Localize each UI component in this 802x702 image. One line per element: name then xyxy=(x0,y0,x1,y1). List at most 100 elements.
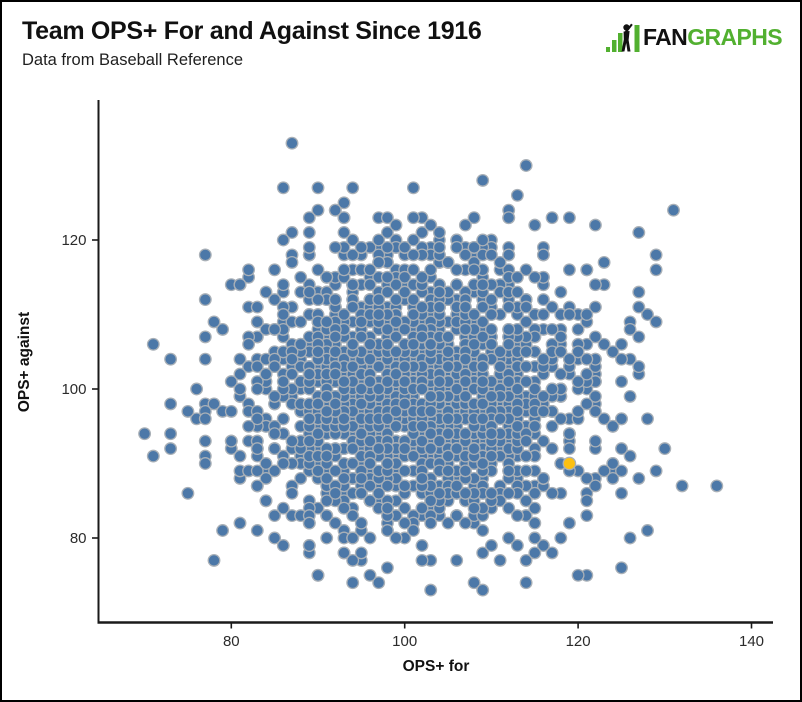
data-point xyxy=(406,293,420,307)
data-point xyxy=(164,427,178,441)
data-point xyxy=(649,263,663,277)
data-point xyxy=(502,300,516,314)
data-point xyxy=(259,471,273,485)
data-point xyxy=(363,568,377,582)
data-point xyxy=(415,471,429,485)
data-point xyxy=(242,263,256,277)
data-point xyxy=(441,464,455,478)
data-point xyxy=(562,516,576,530)
data-point xyxy=(311,345,325,359)
data-point xyxy=(519,434,533,448)
data-point xyxy=(458,375,472,389)
data-point xyxy=(302,434,316,448)
data-point xyxy=(415,300,429,314)
data-point xyxy=(484,449,498,463)
data-point xyxy=(328,486,342,500)
data-point xyxy=(337,226,351,239)
data-point xyxy=(528,501,542,515)
data-point xyxy=(649,315,663,329)
data-point xyxy=(502,375,516,389)
data-point xyxy=(389,315,403,329)
data-point xyxy=(311,203,325,217)
data-point xyxy=(372,233,386,247)
data-point xyxy=(380,337,394,351)
data-point xyxy=(311,397,325,411)
data-point xyxy=(476,278,490,292)
data-point xyxy=(554,531,568,545)
data-point xyxy=(354,397,368,411)
data-point xyxy=(198,330,212,344)
data-point xyxy=(389,419,403,433)
data-point xyxy=(346,233,360,247)
data-point xyxy=(250,442,264,456)
data-point xyxy=(536,539,550,552)
data-point xyxy=(580,397,594,411)
data-point xyxy=(597,337,611,351)
data-point xyxy=(276,233,290,247)
data-point xyxy=(597,255,611,269)
data-point xyxy=(346,457,360,470)
data-point xyxy=(181,486,195,500)
data-point xyxy=(320,494,334,508)
data-point xyxy=(510,188,524,202)
data-point xyxy=(545,211,559,225)
chart-subtitle: Data from Baseball Reference xyxy=(22,51,244,70)
data-point xyxy=(398,285,412,299)
data-point xyxy=(432,226,446,239)
data-point xyxy=(441,427,455,441)
data-point xyxy=(285,367,299,381)
data-point xyxy=(233,382,247,396)
data-point xyxy=(458,516,472,530)
data-point xyxy=(224,375,238,389)
data-point xyxy=(554,367,568,381)
data-point xyxy=(424,404,438,418)
data-point xyxy=(571,568,585,582)
data-point xyxy=(415,434,429,448)
data-point xyxy=(476,412,490,426)
data-point xyxy=(389,404,403,418)
data-point xyxy=(588,389,602,403)
data-point xyxy=(502,211,516,225)
data-point xyxy=(415,226,429,239)
data-point xyxy=(424,583,438,597)
data-point xyxy=(328,345,342,359)
data-point xyxy=(467,576,481,590)
x-tick-label: 140 xyxy=(739,633,764,650)
data-point xyxy=(259,494,273,508)
data-point xyxy=(389,278,403,292)
data-point xyxy=(302,240,316,254)
data-point xyxy=(545,300,559,314)
data-point xyxy=(363,494,377,508)
data-point xyxy=(424,516,438,530)
data-point xyxy=(320,270,334,284)
data-point xyxy=(649,464,663,478)
data-point xyxy=(398,375,412,389)
data-point xyxy=(285,136,299,150)
data-point xyxy=(380,211,394,225)
data-point xyxy=(458,389,472,403)
data-point xyxy=(476,375,490,389)
data-point xyxy=(571,375,585,389)
data-point xyxy=(415,501,429,515)
data-point xyxy=(467,240,481,254)
data-point xyxy=(276,308,290,321)
data-point xyxy=(276,181,290,195)
chart-title: Team OPS+ For and Against Since 1916 xyxy=(22,17,482,45)
data-point xyxy=(380,457,394,470)
data-point xyxy=(311,293,325,307)
data-point xyxy=(528,419,542,433)
data-point xyxy=(380,501,394,515)
data-point xyxy=(615,337,628,351)
data-point xyxy=(484,248,498,262)
data-point xyxy=(398,322,412,336)
data-point xyxy=(406,263,420,277)
outlier-point xyxy=(710,479,724,493)
data-point xyxy=(380,270,394,284)
data-point xyxy=(285,352,299,366)
data-point xyxy=(623,449,637,463)
data-point xyxy=(328,464,342,478)
logo-text-fan: FAN xyxy=(642,23,688,50)
data-point xyxy=(519,375,533,389)
axis-ticks: 80 100 120 140 80 100 120 xyxy=(61,232,764,650)
